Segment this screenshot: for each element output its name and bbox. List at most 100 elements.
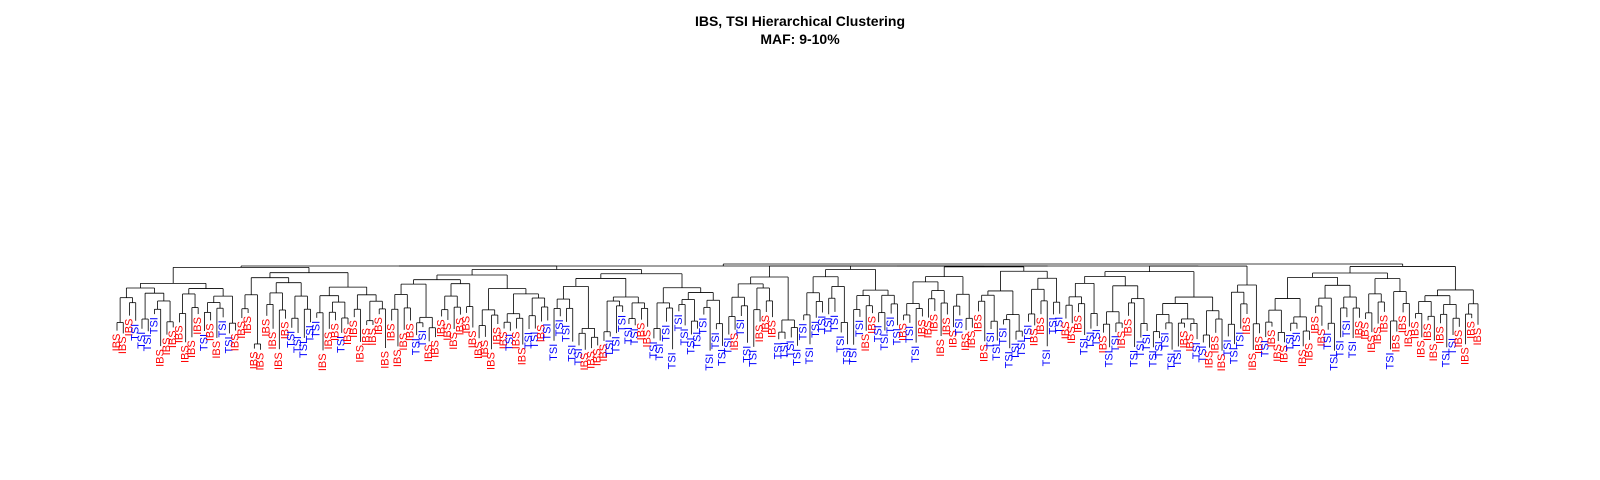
leaf-label-ibs: IBS [498,332,510,350]
leaf-label-tsi: TSI [617,315,629,332]
chart-title-block: IBS, TSI Hierarchical Clustering MAF: 9-… [0,12,1600,48]
leaf-label-ibs: IBS [760,315,772,333]
leaf-label-tsi: TSI [991,344,1003,361]
leaf-label-ibs: IBS [1372,327,1384,345]
leaf-label-ibs: IBS [1409,321,1421,339]
leaf-label-tsi: TSI [567,345,579,362]
leaf-label-tsi: TSI [1079,338,1091,355]
leaf-label-ibs: IBS [1310,316,1322,334]
leaf-label-tsi: TSI [542,323,554,340]
leaf-label-ibs: IBS [485,352,497,370]
chart-subtitle: MAF: 9-10% [760,31,840,47]
leaf-label-tsi: TSI [1091,329,1103,346]
leaf-label-tsi: TSI [292,336,304,353]
leaf-label-tsi: TSI [904,326,916,343]
leaf-label-ibs: IBS [473,341,485,359]
leaf-label-tsi: TSI [1322,333,1334,350]
leaf-label-ibs: IBS [1416,340,1428,358]
leaf-label-tsi: TSI [723,337,735,354]
leaf-label-tsi: TSI [835,335,847,352]
leaf-label-ibs: IBS [1391,335,1403,353]
leaf-label-tsi: TSI [504,334,516,351]
leaf-label-ibs: IBS [448,332,460,350]
leaf-label-tsi: TSI [773,342,785,359]
leaf-label-ibs: IBS [1366,335,1378,353]
leaf-label-tsi: TSI [848,348,860,365]
leaf-label-tsi: TSI [1010,343,1022,360]
leaf-label-tsi: TSI [217,320,229,337]
leaf-label-tsi: TSI [1197,345,1209,362]
leaf-label-ibs: IBS [361,328,373,346]
leaf-label-ibs: IBS [972,314,984,332]
leaf-label-ibs: IBS [111,334,123,352]
leaf-label-ibs: IBS [1272,344,1284,362]
leaf-label-tsi: TSI [648,341,660,358]
leaf-label-ibs: IBS [535,325,547,343]
leaf-label-tsi: TSI [1235,332,1247,349]
leaf-label-ibs: IBS [180,345,192,363]
leaf-label-tsi: TSI [692,332,704,349]
leaf-label-tsi: TSI [1104,350,1116,367]
leaf-label-ibs: IBS [236,321,248,339]
leaf-label-tsi: TSI [716,349,728,366]
leaf-label-tsi: TSI [816,315,828,332]
leaf-label-ibs: IBS [386,324,398,342]
leaf-label-tsi: TSI [417,330,429,347]
leaf-label-tsi: TSI [1160,332,1172,349]
leaf-label-ibs: IBS [754,325,766,343]
leaf-label-ibs: IBS [598,344,610,362]
leaf-label-ibs: IBS [947,330,959,348]
leaf-label-tsi: TSI [779,342,791,359]
leaf-label-tsi: TSI [1022,325,1034,342]
leaf-label-ibs: IBS [1459,347,1471,365]
leaf-label-tsi: TSI [873,325,885,342]
leaf-label-ibs: IBS [117,336,129,354]
leaf-label-tsi: TSI [879,334,891,351]
leaf-label-ibs: IBS [379,351,391,369]
leaf-label-ibs: IBS [261,319,273,337]
leaf-label-tsi: TSI [710,332,722,349]
leaf-label-ibs: IBS [766,320,778,338]
leaf-label-ibs: IBS [866,316,878,334]
leaf-label-ibs: IBS [317,353,329,371]
leaf-label-ibs: IBS [155,349,167,367]
leaf-label-tsi: TSI [854,320,866,337]
leaf-label-tsi: TSI [1041,349,1053,366]
leaf-label-tsi: TSI [791,349,803,366]
leaf-label-tsi: TSI [1191,342,1203,359]
leaf-label-ibs: IBS [242,316,254,334]
leaf-label-tsi: TSI [304,325,316,342]
leaf-label-ibs: IBS [579,353,591,371]
leaf-label-ibs: IBS [517,348,529,366]
leaf-label-tsi: TSI [1054,317,1066,334]
leaf-label-ibs: IBS [123,319,135,337]
leaf-label-ibs: IBS [161,338,173,356]
leaf-label-tsi: TSI [1129,350,1141,367]
leaf-label-tsi: TSI [829,315,841,332]
leaf-label-tsi: TSI [142,334,154,351]
leaf-label-ibs: IBS [1360,322,1372,340]
leaf-label-tsi: TSI [610,336,622,353]
leaf-label-ibs: IBS [329,323,341,341]
leaf-label-ibs: IBS [1247,353,1259,371]
leaf-label-tsi: TSI [560,325,572,342]
leaf-label-ibs: IBS [510,332,522,350]
leaf-label-tsi: TSI [286,331,298,348]
leaf-label-tsi: TSI [223,336,235,353]
leaf-label-tsi: TSI [1347,341,1359,358]
leaf-label-tsi: TSI [841,347,853,364]
chart-title: IBS, TSI Hierarchical Clustering [694,13,906,29]
leaf-label-ibs: IBS [729,333,741,351]
leaf-label-ibs: IBS [167,330,179,348]
leaf-label-ibs: IBS [929,314,941,332]
leaf-label-tsi: TSI [804,347,816,364]
leaf-label-tsi: TSI [1085,332,1097,349]
leaf-label-ibs: IBS [436,319,448,337]
leaf-label-tsi: TSI [1228,347,1240,364]
leaf-label-tsi: TSI [748,350,760,367]
leaf-label-ibs: IBS [1428,344,1440,362]
leaf-label-ibs: IBS [1029,328,1041,346]
leaf-label-tsi: TSI [1328,354,1340,371]
leaf-label-tsi: TSI [1291,332,1303,349]
